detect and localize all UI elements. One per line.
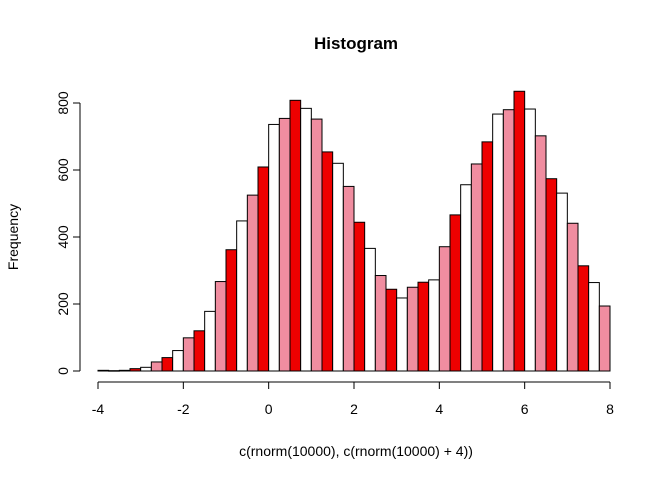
histogram-bar [513, 90, 526, 372]
histogram-bar [588, 282, 600, 372]
y-axis-label: Frequency [5, 204, 21, 270]
histogram-bar [534, 135, 547, 372]
bars-group [97, 90, 611, 372]
histogram-bar [481, 141, 494, 372]
y-tick-label: 0 [55, 367, 71, 375]
x-tick-label: 4 [435, 401, 443, 417]
histogram-bar [332, 162, 344, 372]
histogram-bar [502, 109, 515, 372]
histogram-bar [310, 118, 323, 372]
histogram-bar [556, 192, 568, 372]
histogram-bar [470, 163, 483, 372]
histogram-bar [246, 194, 259, 372]
histogram-bar [374, 275, 387, 372]
histogram-bar [396, 297, 408, 372]
chart-title: Histogram [314, 34, 398, 53]
x-tick-label: 0 [265, 401, 273, 417]
y-tick-label: 600 [55, 158, 71, 182]
histogram-bar [140, 366, 152, 372]
histogram-bar [524, 108, 536, 372]
histogram-bar [257, 166, 270, 372]
x-axis-label: c(rnorm(10000), c(rnorm(10000) + 4)) [239, 443, 473, 459]
histogram-bar [321, 151, 334, 372]
histogram-bar [598, 305, 611, 372]
histogram-bar [353, 221, 366, 372]
histogram-bar [342, 185, 355, 372]
histogram-bar [428, 279, 440, 372]
histogram-bar [449, 214, 462, 372]
histogram-bar [406, 286, 419, 372]
histogram-bar [460, 184, 472, 372]
histogram-bar [492, 113, 504, 372]
histogram-bar [268, 123, 280, 372]
y-tick-label: 400 [55, 225, 71, 249]
histogram-bar [97, 369, 110, 372]
histogram-bar [385, 288, 398, 372]
x-tick-label: 2 [350, 401, 358, 417]
histogram-bar [545, 178, 558, 372]
histogram-bar [577, 265, 590, 372]
histogram-bar [417, 281, 430, 372]
x-tick-label: -2 [177, 401, 190, 417]
histogram-bar [172, 350, 184, 372]
histogram-bar [182, 337, 195, 372]
histogram-bar [289, 99, 302, 372]
histogram-bar [129, 368, 142, 372]
histogram-bar [364, 247, 376, 372]
histogram-bar [118, 369, 131, 372]
y-tick-label: 200 [55, 292, 71, 316]
y-tick-label: 800 [55, 91, 71, 115]
histogram-bar [236, 220, 248, 372]
histogram-bar [278, 117, 291, 372]
histogram-bar [193, 330, 206, 372]
histogram-bar [108, 370, 120, 372]
histogram-bar [150, 361, 163, 372]
histogram-bar [300, 107, 312, 372]
histogram-bar [214, 281, 227, 372]
histogram-bar [566, 222, 579, 372]
histogram-bar [438, 246, 451, 372]
x-axis-ticks: -4 -2 0 2 4 6 8 [92, 382, 614, 417]
x-tick-label: -4 [92, 401, 105, 417]
histogram-bar [225, 249, 238, 372]
histogram-bar [161, 357, 174, 372]
histogram-bar [204, 310, 216, 372]
x-tick-label: 6 [521, 401, 529, 417]
y-axis-ticks: 0 200 400 600 800 [55, 91, 80, 375]
x-tick-label: 8 [606, 401, 614, 417]
